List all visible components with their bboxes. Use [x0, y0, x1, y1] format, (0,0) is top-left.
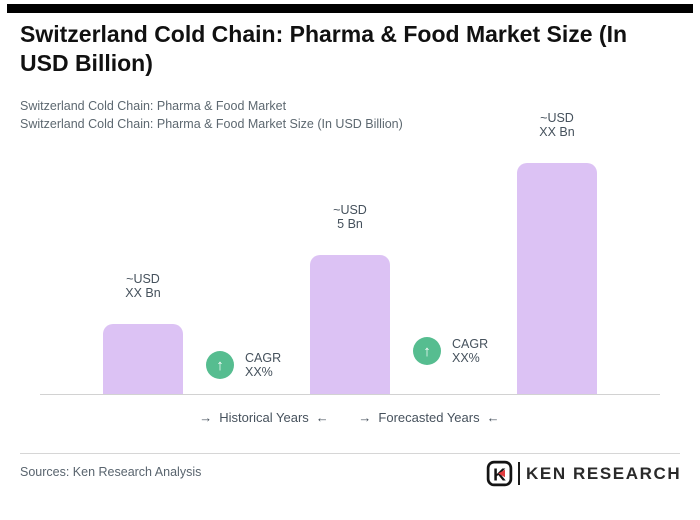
logo-wordmark: KEN RESEARCH — [526, 463, 682, 483]
period-label-historical: → Historical Years ← — [199, 410, 329, 425]
bar-historical-2 — [310, 255, 390, 394]
logo-separator — [518, 462, 520, 485]
bar-chart: ~USD XX Bn ~USD 5 Bn ~USD XX Bn ↑ CAGR X… — [40, 111, 660, 395]
up-arrow-icon: ↑ — [216, 356, 224, 374]
subtitle-line-1: Switzerland Cold Chain: Pharma & Food Ma… — [20, 99, 287, 113]
bar-value-label: ~USD XX Bn — [125, 272, 161, 300]
period-text: Forecasted Years — [378, 410, 480, 425]
cagr-label: CAGR XX% — [452, 337, 489, 365]
cagr-label: CAGR XX% — [245, 351, 282, 379]
bar-value-label: ~USD 5 Bn — [333, 203, 367, 231]
period-text: Historical Years — [219, 410, 309, 425]
growth-circle: ↑ — [413, 337, 441, 365]
x-axis-line — [40, 394, 660, 395]
left-arrow-icon: ← — [315, 410, 329, 425]
bar-value-label: ~USD XX Bn — [539, 111, 575, 139]
sources-text: Sources: Ken Research Analysis — [20, 465, 202, 479]
bar-historical-1 — [103, 324, 183, 394]
growth-circle: ↑ — [206, 351, 234, 379]
up-arrow-icon: ↑ — [423, 342, 431, 360]
cagr-badge: ↑ CAGR XX% — [206, 351, 281, 379]
period-label-forecasted: → Forecasted Years ← — [358, 410, 499, 425]
subtitle-line-2: Switzerland Cold Chain: Pharma & Food Ma… — [20, 117, 403, 131]
footer-divider — [20, 453, 680, 454]
left-arrow-icon: ← — [486, 410, 500, 425]
page-title: Switzerland Cold Chain: Pharma & Food Ma… — [20, 21, 628, 76]
subtitle-block: Switzerland Cold Chain: Pharma & Food Ma… — [20, 97, 580, 133]
bar-forecast — [517, 163, 597, 394]
right-arrow-icon: → — [199, 410, 213, 425]
ken-research-logo: K KEN RESEARCH — [486, 460, 681, 487]
ken-research-emblem-icon: K — [486, 460, 513, 487]
cagr-badge: ↑ CAGR XX% — [413, 337, 488, 365]
right-arrow-icon: → — [358, 410, 372, 425]
top-black-bar — [7, 4, 693, 13]
